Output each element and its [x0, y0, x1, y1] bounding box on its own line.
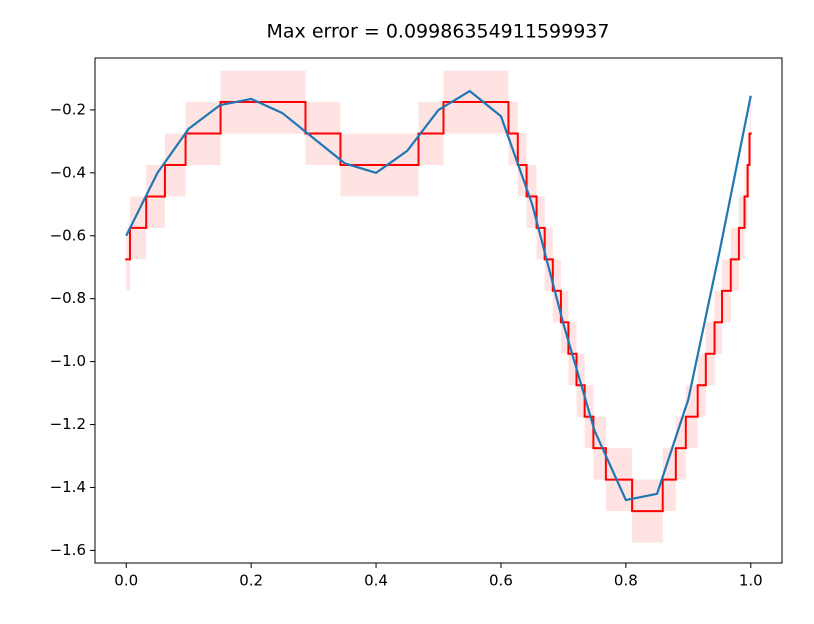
y-tick-label: −1.2 — [50, 415, 86, 433]
y-tick-label: −1.0 — [50, 352, 86, 370]
x-tick-label: 0.0 — [114, 572, 138, 590]
x-tick-label: 0.2 — [239, 572, 263, 590]
axes-frame — [94, 57, 783, 564]
x-tick-label: 0.6 — [489, 572, 513, 590]
y-tick-label: −1.4 — [50, 478, 86, 496]
line-series — [125, 89, 752, 502]
x-tick-label: 0.8 — [614, 572, 638, 590]
y-tick-label: −0.2 — [50, 100, 86, 118]
chart-title: Max error = 0.09986354911599937 — [267, 21, 610, 43]
y-tick-label: −0.6 — [50, 226, 86, 244]
x-tick-label: 0.4 — [364, 572, 388, 590]
y-tick-label: −0.8 — [50, 289, 86, 307]
x-tick-label: 1.0 — [739, 572, 763, 590]
y-tick-label: −0.4 — [50, 163, 86, 181]
y-tick-label: −1.6 — [50, 541, 86, 559]
